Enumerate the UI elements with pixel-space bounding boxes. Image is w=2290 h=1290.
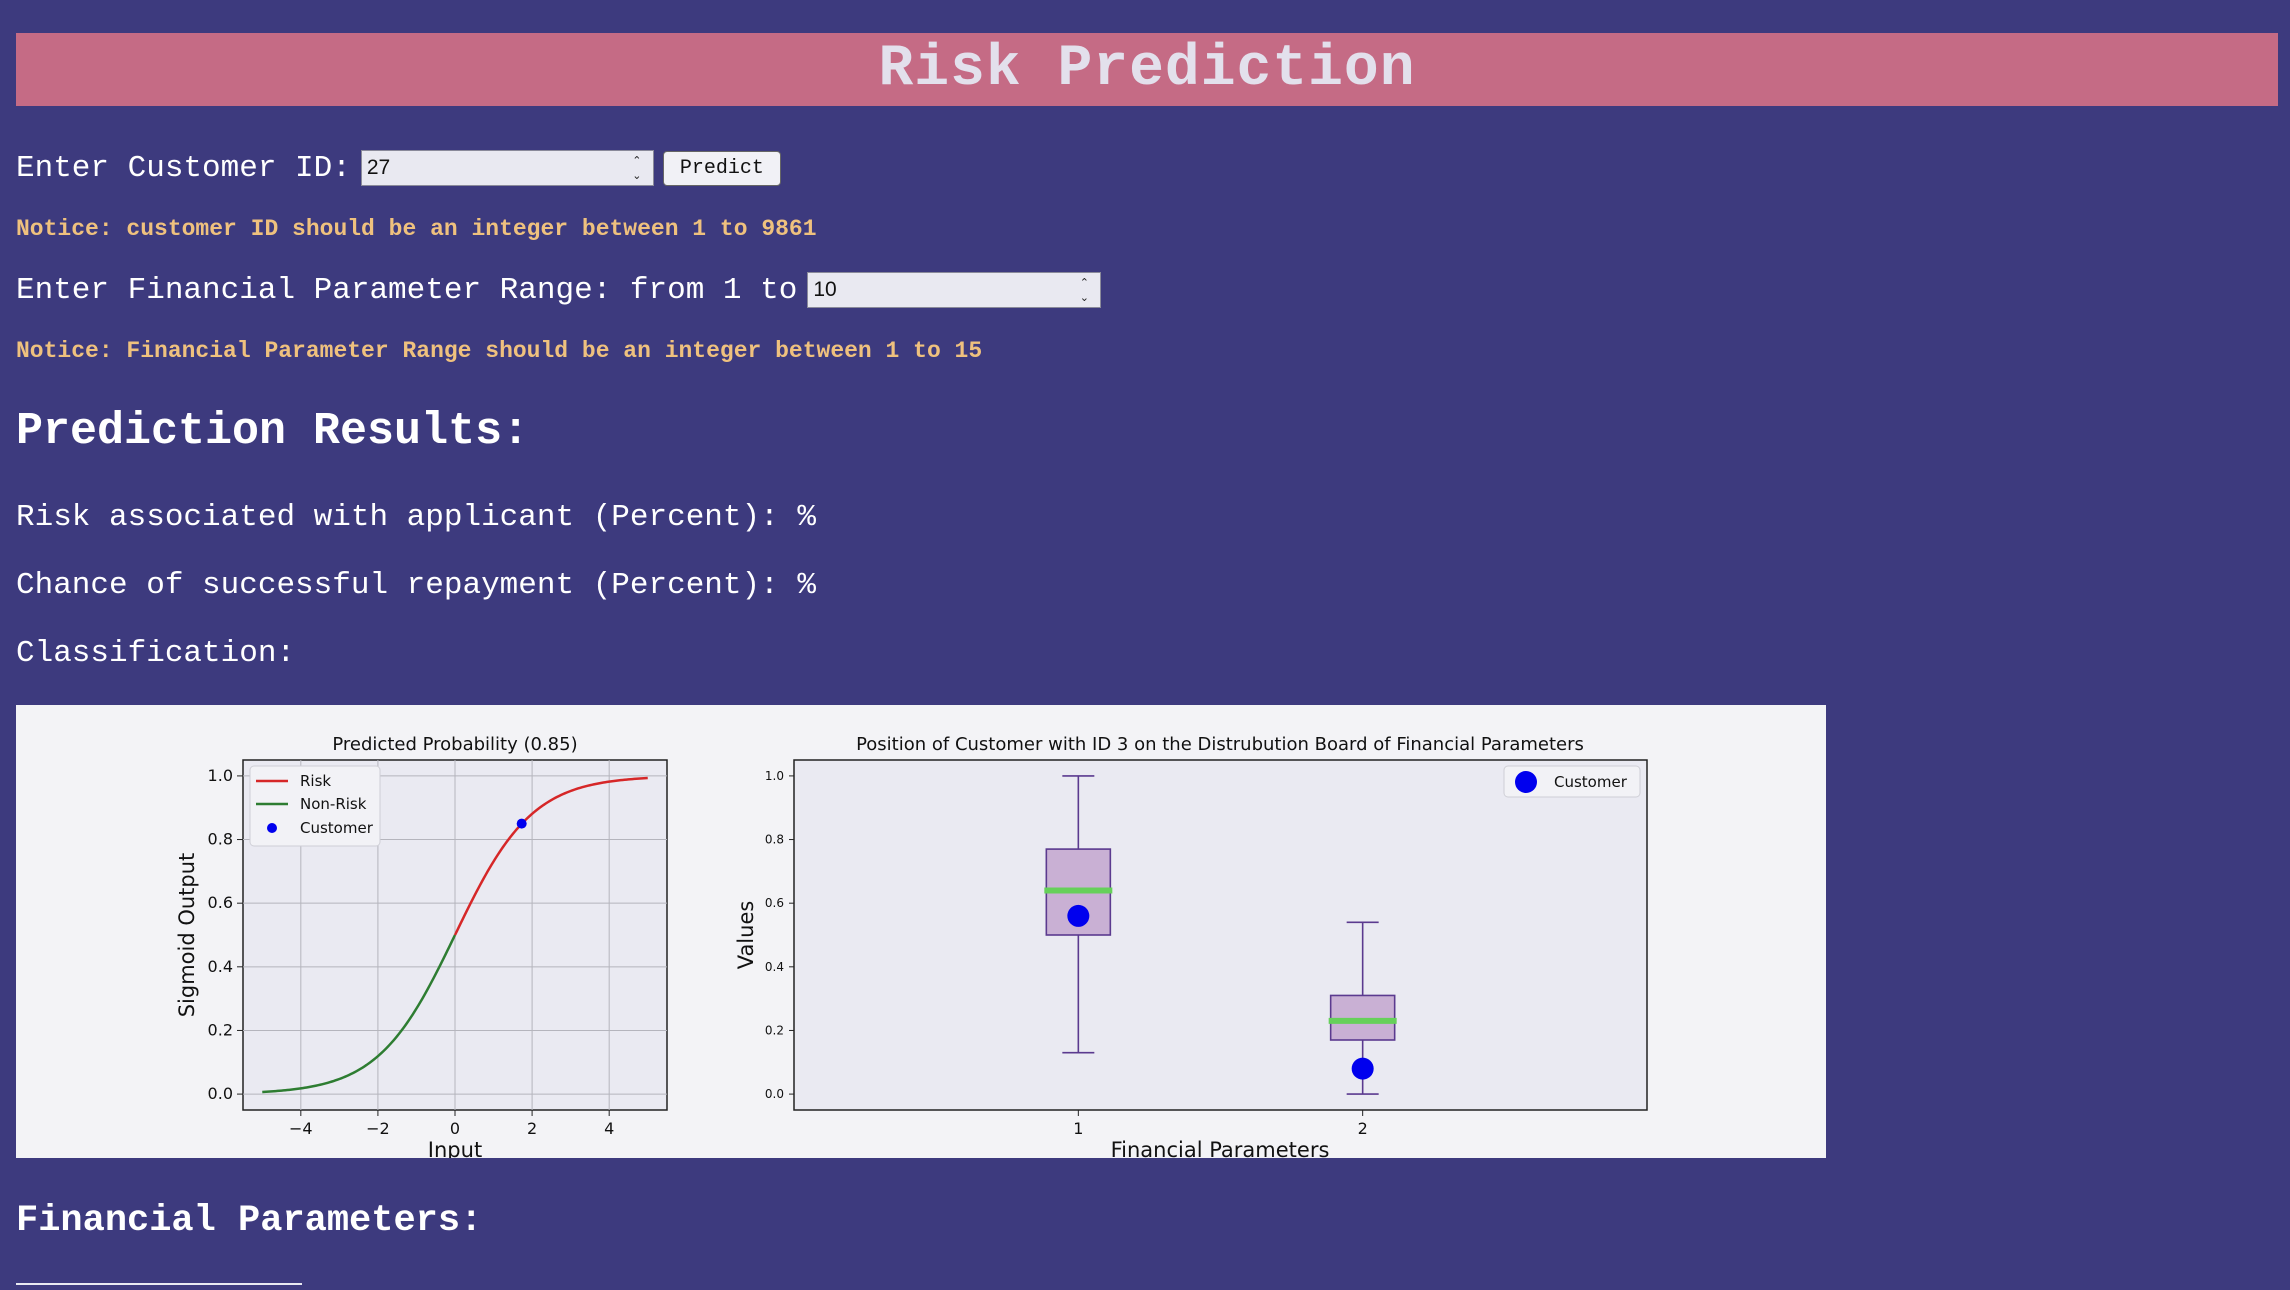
y-tick-label: 1.0 xyxy=(765,769,784,783)
legend-nonrisk-label: Non-Risk xyxy=(300,795,367,813)
boxplot-plot-area xyxy=(793,759,1648,1111)
range-spinner[interactable]: ⌃ ⌄ xyxy=(1076,277,1092,303)
y-tick-label: 0.8 xyxy=(765,833,784,847)
legend-customer-swatch xyxy=(267,823,277,833)
boxplot-boxes xyxy=(1044,775,1397,1095)
classification-text: Classification: xyxy=(16,636,296,671)
sigmoid-chart-title: Predicted Probability (0.85) xyxy=(332,734,577,755)
y-tick-label: 0.0 xyxy=(765,1087,784,1101)
customer-point xyxy=(1067,904,1090,927)
customer-point xyxy=(1351,1057,1374,1080)
x-tick-label: 2 xyxy=(527,1119,537,1138)
charts-svg: −4 −2 0 2 4 0.0 0.2 0.4 0.6 0.8 1.0 Predicted Prob… xyxy=(175,734,1648,1158)
y-tick-label: 0.6 xyxy=(208,893,233,912)
y-tick-label: 0.2 xyxy=(208,1020,233,1039)
customer-id-notice: Notice: customer ID should be an integer… xyxy=(16,216,817,242)
non-risk-line xyxy=(262,934,457,1094)
range-input[interactable]: 10 ⌃ ⌄ xyxy=(807,272,1102,308)
chart-panel: −4 −2 0 2 4 0.0 0.2 0.4 0.6 0.8 1.0 Predicted Prob… xyxy=(16,705,1826,1158)
x-tick-label: −2 xyxy=(366,1119,390,1138)
legend-box xyxy=(249,765,381,847)
legend-box xyxy=(1503,765,1641,798)
y-tick-label: 1.0 xyxy=(208,766,233,785)
x-tick-label: −4 xyxy=(289,1119,313,1138)
page-title: Risk Prediction xyxy=(878,37,1416,102)
boxplot-chart-title: Position of Customer with ID 3 on the Di… xyxy=(856,734,1584,755)
range-notice: Notice: Financial Parameter Range should… xyxy=(16,338,983,364)
prediction-results-heading: Prediction Results: xyxy=(16,406,530,457)
predict-button[interactable]: Predict xyxy=(662,150,781,186)
y-tick-label: 0.8 xyxy=(208,830,233,849)
customer-id-value: 27 xyxy=(366,156,391,179)
customer-id-input[interactable]: 27 ⌃ ⌄ xyxy=(360,150,654,186)
y-tick-label: 0.6 xyxy=(765,896,784,910)
risk-line xyxy=(453,776,648,936)
boxplot-y-label: Values xyxy=(734,901,758,970)
x-tick-label: 2 xyxy=(1358,1119,1368,1138)
sigmoid-legend: Risk Non-Risk Customer xyxy=(249,765,381,847)
legend-customer-swatch xyxy=(1515,771,1537,793)
spin-up-icon[interactable]: ⌃ xyxy=(632,154,642,167)
y-tick-label: 0.4 xyxy=(208,957,233,976)
y-tick-label: 0.4 xyxy=(765,960,784,974)
boxplot-x-label: Financial Parameters xyxy=(1111,1138,1330,1158)
financial-parameters-heading: Financial Parameters: xyxy=(16,1200,483,1242)
sigmoid-chart: −4 −2 0 2 4 0.0 0.2 0.4 0.6 0.8 1.0 Predicted Prob… xyxy=(175,734,668,1158)
box-body xyxy=(1329,994,1396,1041)
page-banner: Risk Prediction xyxy=(16,33,2278,106)
customer-id-row: Enter Customer ID: 27 ⌃ ⌄ Predict xyxy=(16,150,781,186)
table-top-border xyxy=(16,1283,302,1285)
x-tick-label: 1 xyxy=(1073,1119,1083,1138)
range-label: Enter Financial Parameter Range: from 1 … xyxy=(16,272,798,308)
legend-risk-label: Risk xyxy=(300,772,331,790)
x-tick-label: 4 xyxy=(604,1119,614,1138)
repayment-percent-text: Chance of successful repayment (Percent)… xyxy=(16,568,816,603)
range-value: 10 xyxy=(813,278,837,301)
legend-customer-label: Customer xyxy=(1554,773,1628,791)
sigmoid-y-label: Sigmoid Output xyxy=(175,853,199,1018)
x-tick-label: 0 xyxy=(450,1119,460,1138)
spin-down-icon[interactable]: ⌄ xyxy=(632,169,642,182)
range-row: Enter Financial Parameter Range: from 1 … xyxy=(16,272,1102,308)
customer-id-label: Enter Customer ID: xyxy=(16,150,351,186)
legend-customer-label: Customer xyxy=(300,819,374,837)
sigmoid-ticks: −4 −2 0 2 4 0.0 0.2 0.4 0.6 0.8 1.0 xyxy=(208,766,615,1138)
y-tick-label: 0.0 xyxy=(208,1084,233,1103)
y-tick-label: 0.2 xyxy=(765,1023,784,1037)
customer-point xyxy=(516,818,527,829)
boxplot-chart: 0.0 0.2 0.4 0.6 0.8 1.0 1 2 Position of Custome… xyxy=(734,734,1648,1158)
boxplot-ticks: 0.0 0.2 0.4 0.6 0.8 1.0 1 2 xyxy=(765,769,1368,1138)
sigmoid-x-label: Input xyxy=(428,1138,482,1158)
spin-up-icon[interactable]: ⌃ xyxy=(1079,276,1089,289)
risk-percent-text: Risk associated with applicant (Percent)… xyxy=(16,500,816,535)
boxplot-legend: Customer xyxy=(1503,765,1641,798)
spin-down-icon[interactable]: ⌄ xyxy=(1079,291,1089,304)
customer-id-spinner[interactable]: ⌃ ⌄ xyxy=(629,155,645,181)
